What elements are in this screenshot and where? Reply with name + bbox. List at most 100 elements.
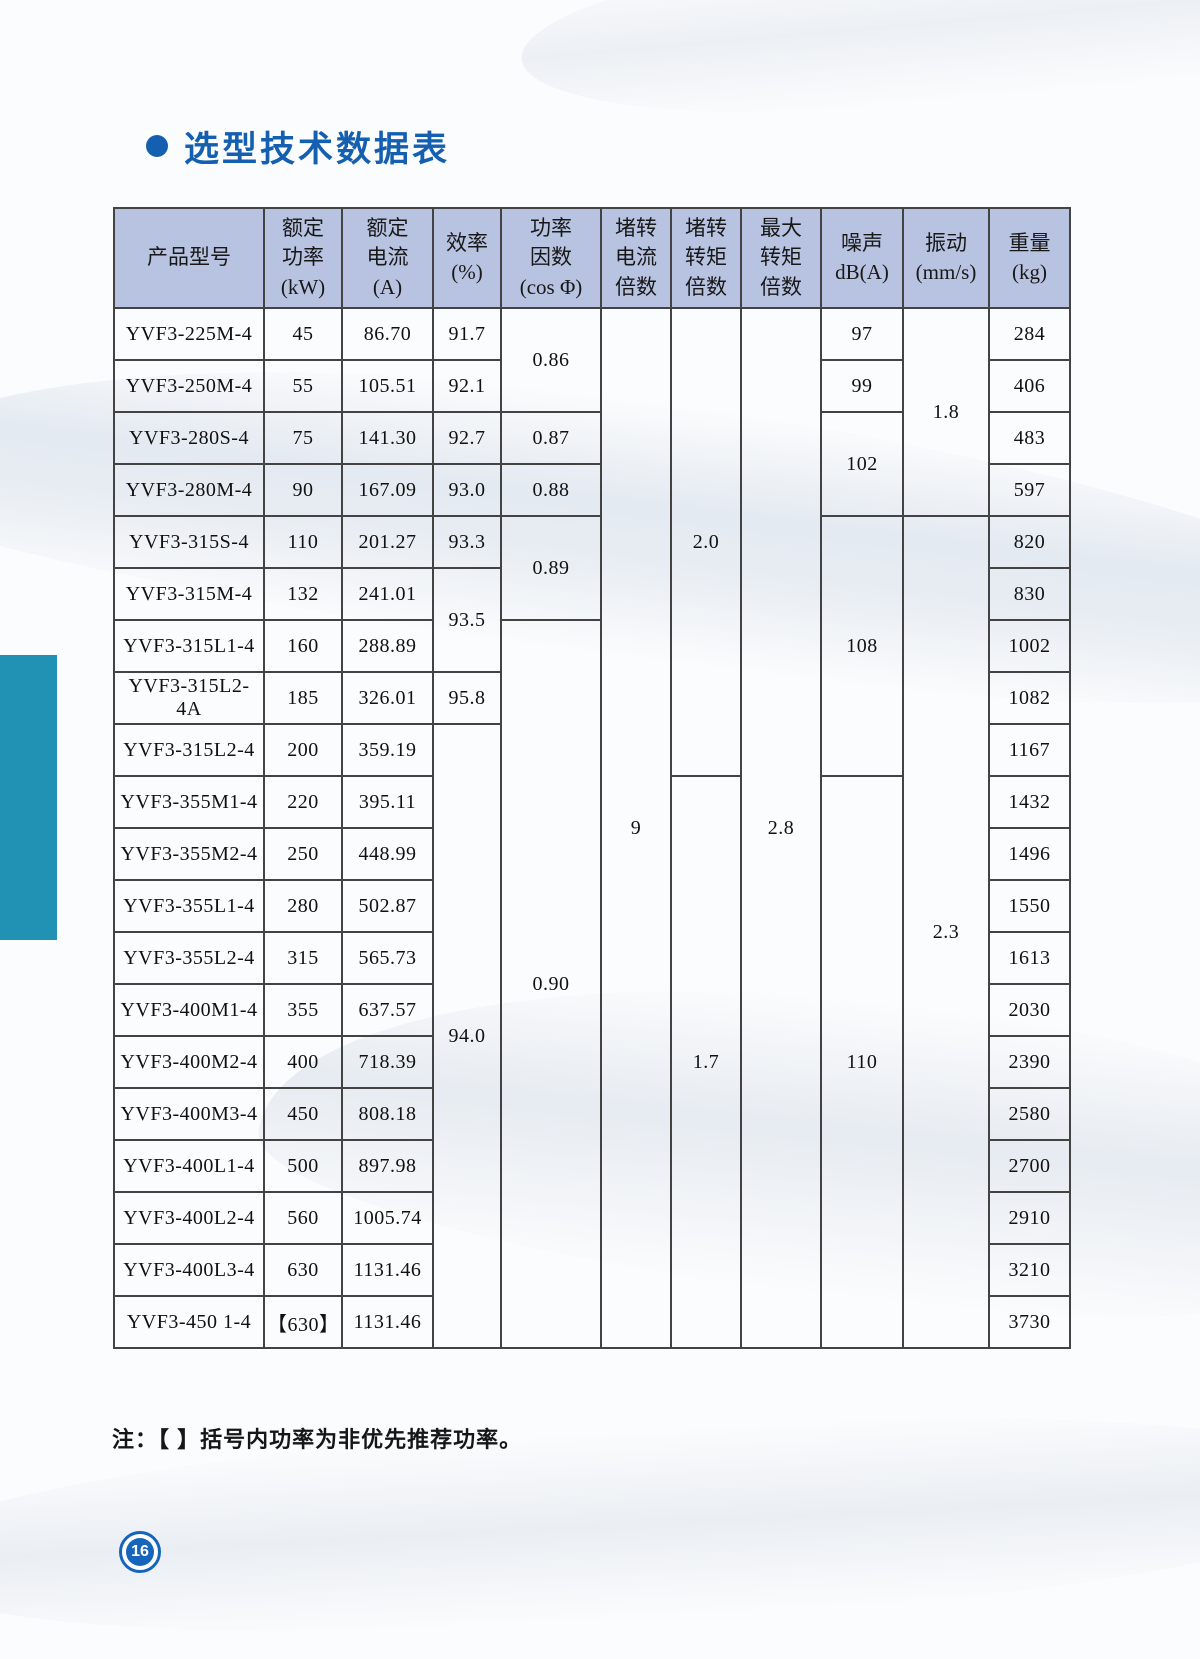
table-cell: 718.39 xyxy=(341,1035,434,1089)
model-cell: YVF3-225M-4 xyxy=(113,307,265,361)
table-cell: 1005.74 xyxy=(341,1191,434,1245)
page-title: 选型技术数据表 xyxy=(184,129,451,169)
table-cell: 132 xyxy=(263,567,343,621)
column-header: 额定 功率 (kW) xyxy=(263,207,343,309)
table-cell: 808.18 xyxy=(341,1087,434,1141)
model-cell: YVF3-400L2-4 xyxy=(113,1191,265,1245)
table-row: YVF3-355L1-4 280 502.87 1550 xyxy=(113,879,1071,933)
table-cell: 90 xyxy=(263,463,343,517)
page-number-badge: 16 xyxy=(119,1531,161,1573)
model-cell: YVF3-315L2-4 xyxy=(113,723,265,777)
table-cell: 1131.46 xyxy=(341,1295,434,1349)
table-cell: 9 xyxy=(600,307,672,1349)
table-cell: 97 xyxy=(820,307,904,361)
model-cell: YVF3-400M3-4 xyxy=(113,1087,265,1141)
column-header: 振动 (mm/s) xyxy=(902,207,990,309)
table-cell: 3210 xyxy=(988,1243,1071,1297)
table-cell: 1.7 xyxy=(670,775,742,1349)
table-cell: 75 xyxy=(263,411,343,465)
spec-table: 产品型号 额定 功率 (kW) 额定 电流 (A) 效率 (%) 功率 因数 (cos Φ) 堵转 电流倍… xyxy=(113,207,1071,1349)
table-cell: 1613 xyxy=(988,931,1071,985)
model-cell: YVF3-315S-4 xyxy=(113,515,265,569)
table-cell: 1082 xyxy=(988,671,1071,725)
model-cell: YVF3-355L1-4 xyxy=(113,879,265,933)
column-header: 噪声 dB(A) xyxy=(820,207,904,309)
table-cell: 241.01 xyxy=(341,567,434,621)
column-header: 堵转 转矩 倍数 xyxy=(670,207,742,309)
table-cell: 326.01 xyxy=(341,671,434,725)
table-cell: 2580 xyxy=(988,1087,1071,1141)
table-cell: 315 xyxy=(263,931,343,985)
table-cell: 86.70 xyxy=(341,307,434,361)
table-cell: 450 xyxy=(263,1087,343,1141)
model-cell: YVF3-315M-4 xyxy=(113,567,265,621)
table-cell: 2.3 xyxy=(902,515,990,1349)
table-cell: 1550 xyxy=(988,879,1071,933)
table-cell: 406 xyxy=(988,359,1071,413)
table-cell: 284 xyxy=(988,307,1071,361)
column-header: 产品型号 xyxy=(113,207,265,309)
table-cell: 93.5 xyxy=(432,567,502,673)
table-cell: 220 xyxy=(263,775,343,829)
table-row: YVF3-355M2-4 250 448.99 1496 xyxy=(113,827,1071,881)
table-cell: 1131.46 xyxy=(341,1243,434,1297)
table-cell: 110 xyxy=(820,775,904,1349)
column-header: 效率 (%) xyxy=(432,207,502,309)
table-cell: 201.27 xyxy=(341,515,434,569)
table-cell: 102 xyxy=(820,411,904,517)
table-cell: 2.0 xyxy=(670,307,742,777)
table-cell: 3730 xyxy=(988,1295,1071,1349)
table-cell: 502.87 xyxy=(341,879,434,933)
table-cell: 1496 xyxy=(988,827,1071,881)
table-cell: 0.88 xyxy=(500,463,602,517)
model-cell: YVF3-355L2-4 xyxy=(113,931,265,985)
table-cell: 93.3 xyxy=(432,515,502,569)
model-cell: YVF3-355M2-4 xyxy=(113,827,265,881)
table-cell: 1167 xyxy=(988,723,1071,777)
table-cell: 2700 xyxy=(988,1139,1071,1193)
table-cell: 0.90 xyxy=(500,619,602,1349)
spec-table-body: YVF3-225M-4 45 86.70 91.7 0.86 9 2.0 2.8 97 1.8 28… xyxy=(113,307,1071,1349)
table-cell: 280 xyxy=(263,879,343,933)
model-cell: YVF3-355M1-4 xyxy=(113,775,265,829)
table-cell: 448.99 xyxy=(341,827,434,881)
table-cell: 95.8 xyxy=(432,671,502,725)
table-cell: 185 xyxy=(263,671,343,725)
table-cell: 105.51 xyxy=(341,359,434,413)
column-header: 额定 电流 (A) xyxy=(341,207,434,309)
table-cell: 93.0 xyxy=(432,463,502,517)
bullet-icon xyxy=(146,135,168,157)
table-cell: 55 xyxy=(263,359,343,413)
left-accent-bar xyxy=(0,655,57,940)
model-cell: YVF3-315L2-4A xyxy=(113,671,265,725)
table-cell: 94.0 xyxy=(432,723,502,1349)
header-row: 产品型号 额定 功率 (kW) 额定 电流 (A) 效率 (%) 功率 因数 (cos Φ) 堵转 电流倍… xyxy=(113,207,1071,309)
table-cell: 560 xyxy=(263,1191,343,1245)
background-swoosh-top xyxy=(514,0,1200,139)
table-cell: 167.09 xyxy=(341,463,434,517)
table-cell: 359.19 xyxy=(341,723,434,777)
table-cell: 110 xyxy=(263,515,343,569)
model-cell: YVF3-400M2-4 xyxy=(113,1035,265,1089)
model-cell: YVF3-250M-4 xyxy=(113,359,265,413)
table-cell: 108 xyxy=(820,515,904,777)
model-cell: YVF3-280M-4 xyxy=(113,463,265,517)
table-cell: 597 xyxy=(988,463,1071,517)
model-cell: YVF3-450 1-4 xyxy=(113,1295,265,1349)
table-cell: 160 xyxy=(263,619,343,673)
table-cell: 0.86 xyxy=(500,307,602,413)
table-cell: 91.7 xyxy=(432,307,502,361)
table-cell: 99 xyxy=(820,359,904,413)
table-cell: 141.30 xyxy=(341,411,434,465)
table-cell: 1432 xyxy=(988,775,1071,829)
table-cell: 565.73 xyxy=(341,931,434,985)
table-cell: 2.8 xyxy=(740,307,822,1349)
column-header: 最大 转矩 倍数 xyxy=(740,207,822,309)
table-cell: 288.89 xyxy=(341,619,434,673)
table-cell: 820 xyxy=(988,515,1071,569)
spec-table-head: 产品型号 额定 功率 (kW) 额定 电流 (A) 效率 (%) 功率 因数 (cos Φ) 堵转 电流倍… xyxy=(113,207,1071,309)
column-header: 功率 因数 (cos Φ) xyxy=(500,207,602,309)
table-cell: 200 xyxy=(263,723,343,777)
table-cell: 92.7 xyxy=(432,411,502,465)
model-cell: YVF3-280S-4 xyxy=(113,411,265,465)
